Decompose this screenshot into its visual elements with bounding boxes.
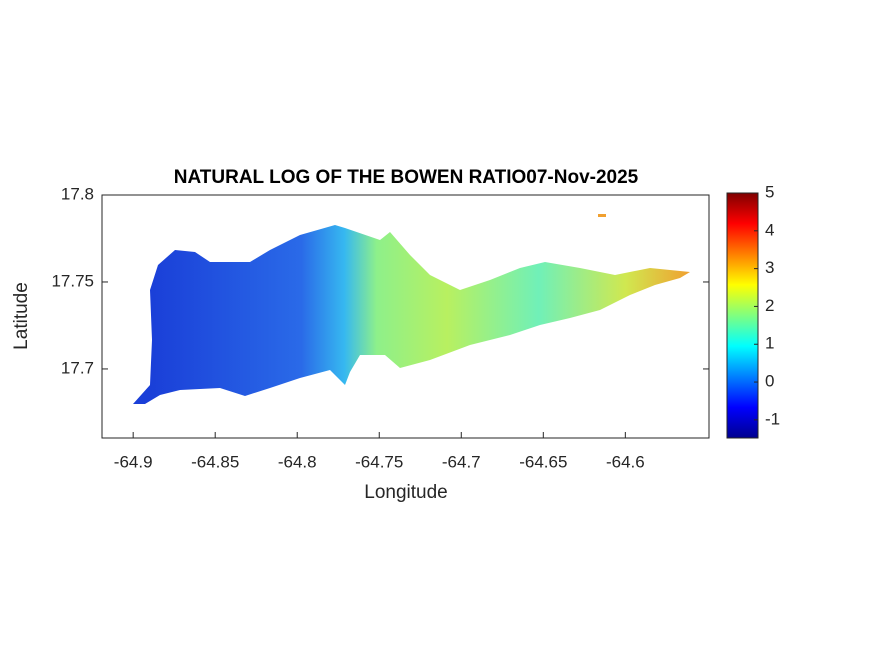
x-tick-label: -64.85 <box>191 452 239 471</box>
x-tick-label: -64.6 <box>606 452 645 471</box>
y-axis-label: Latitude <box>11 282 32 350</box>
y-tick-label: 17.7 <box>61 358 94 377</box>
colorbar <box>726 192 759 439</box>
x-axis-label: Longitude <box>364 482 447 503</box>
colorbar-tick-label: 2 <box>765 296 774 315</box>
x-tick-label: -64.8 <box>278 452 317 471</box>
x-tick-label: -64.7 <box>442 452 481 471</box>
y-tick-label: 17.75 <box>51 271 94 290</box>
chart-title: NATURAL LOG OF THE BOWEN RATIO07-Nov-202… <box>174 167 639 188</box>
island-raster <box>133 225 690 404</box>
colorbar-tick-label: 3 <box>765 258 774 277</box>
islet <box>598 214 606 217</box>
x-tick-label: -64.65 <box>519 452 567 471</box>
x-tick-label: -64.9 <box>114 452 153 471</box>
colorbar-tick-label: 0 <box>765 372 774 391</box>
x-tick-label: -64.75 <box>355 452 403 471</box>
y-tick-label: 17.8 <box>61 184 94 203</box>
colorbar-tick-label: 4 <box>765 220 774 239</box>
colorbar-tick-label: 5 <box>765 182 774 201</box>
colorbar-tick-label: 1 <box>765 334 774 353</box>
colorbar-tick-label: -1 <box>765 409 780 428</box>
